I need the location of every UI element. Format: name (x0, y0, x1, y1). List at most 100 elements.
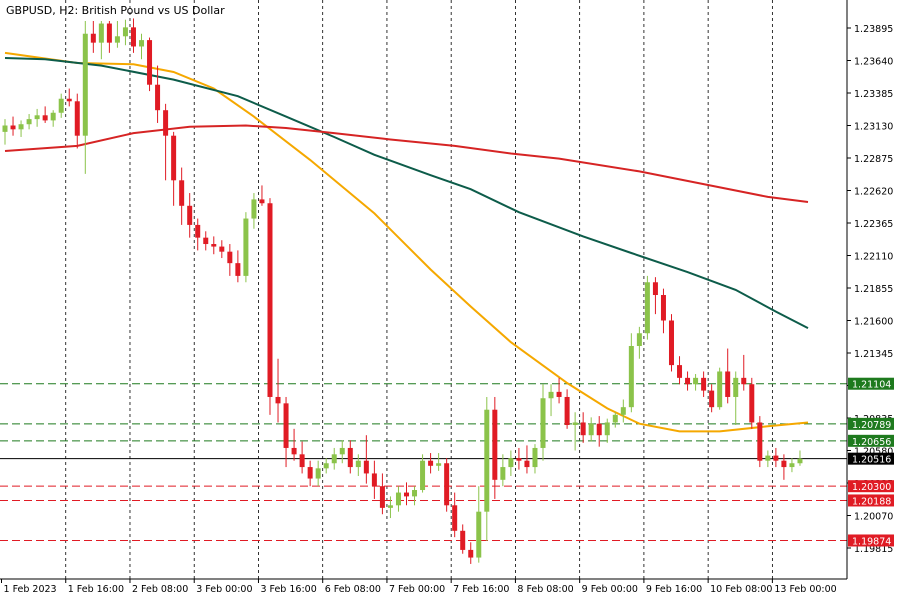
candle-bull (26, 119, 32, 125)
candle-bear (283, 403, 289, 448)
candle-bull (82, 33, 88, 136)
price-level-labels: 1.21104 1.20789 1.20656 1.20516 1.20300 1.201… (848, 377, 894, 547)
price-tick-label: 1.23895 (854, 24, 893, 35)
candle-bear (275, 396, 281, 404)
candle-bull (604, 422, 610, 436)
candle-bear (781, 460, 787, 468)
price-tick-label: 1.22875 (854, 154, 893, 165)
candle-bear (259, 199, 265, 204)
candle-bear (379, 486, 385, 508)
price-tick-label: 1.23385 (854, 89, 893, 100)
time-tick-label: 9 Feb 00:00 (582, 584, 638, 595)
candle-bear (130, 27, 136, 47)
candle-bear (725, 371, 731, 397)
candle-bear (468, 549, 474, 558)
price-level-label: 1.20516 (852, 455, 891, 466)
candle-bull (620, 407, 626, 415)
time-tick-label: 7 Feb 00:00 (389, 584, 445, 595)
candle-bear (227, 251, 233, 264)
candle-bear (163, 110, 169, 136)
candle-bear (211, 244, 217, 247)
candle-bull (436, 463, 442, 466)
price-tick-label: 1.20580 (854, 447, 893, 458)
price-tick-label: 1.22620 (854, 187, 893, 198)
candle-bear (773, 455, 779, 461)
candle-bear (580, 422, 586, 436)
price-level-badge (848, 534, 894, 547)
candle-bear (452, 505, 458, 531)
candle-bull (765, 455, 771, 461)
candle-bear (556, 391, 562, 397)
candle-bear (267, 203, 273, 397)
candle-bear (404, 492, 409, 497)
candle-bear (147, 40, 153, 85)
candle-bear (524, 460, 530, 468)
candle-bear (428, 460, 434, 466)
candle-bear (155, 84, 161, 111)
candle-bull (540, 398, 546, 448)
candle-bull (395, 492, 401, 506)
candle-bear (106, 23, 112, 43)
price-tick-label: 1.23130 (854, 122, 893, 133)
time-tick-label: 13 Feb 00:00 (774, 584, 836, 595)
candle-bull (476, 511, 482, 558)
candle-bull (733, 377, 739, 397)
price-level-badge (848, 434, 894, 447)
candle-bull (139, 40, 145, 47)
candle-bear (444, 463, 450, 506)
candle-bull (644, 282, 650, 334)
time-tick-label: 9 Feb 16:00 (646, 584, 702, 595)
candle-bull (58, 98, 64, 113)
candle-bear (668, 320, 674, 366)
candle-bull (387, 505, 393, 508)
candle-bear (203, 237, 209, 245)
time-tick-label: 1 Feb 2023 (4, 584, 57, 595)
chart-title: GBPUSD, H2: British Pound vs US Dollar (6, 4, 225, 17)
price-tick-label: 1.22110 (854, 252, 893, 263)
candle-bull (532, 447, 538, 468)
candle-bear (74, 101, 80, 136)
grid-lines (65, 0, 773, 579)
candle-bear (652, 282, 658, 296)
candle-bull (484, 409, 490, 512)
candle-bull (315, 468, 321, 479)
candle-bear (371, 473, 377, 487)
time-tick-label: 7 Feb 16:00 (453, 584, 509, 595)
candle-bull (612, 414, 618, 423)
price-level-badge (848, 494, 894, 507)
price-level-badge (848, 377, 894, 390)
candle-bull (508, 458, 514, 468)
candle-bear (516, 458, 522, 461)
candle-bull (548, 391, 554, 399)
time-tick-label: 6 Feb 08:00 (325, 584, 381, 595)
candle-bull (588, 423, 594, 436)
time-tick-label: 8 Feb 08:00 (517, 584, 573, 595)
candle-bull (717, 371, 723, 408)
time-tick-label: 1 Feb 16:00 (68, 584, 124, 595)
candle-bear (564, 396, 570, 426)
candle-bear (741, 377, 747, 385)
candle-bear (660, 295, 666, 321)
moving-average-ma_fast (4, 51, 809, 433)
time-tick-label: 3 Feb 16:00 (260, 584, 316, 595)
price-tick-label: 1.23640 (854, 57, 893, 68)
candle-bear (677, 365, 683, 378)
moving-average-ma_slow (4, 124, 809, 203)
candle-bear (685, 377, 691, 385)
candle-bear (42, 115, 48, 121)
candle-bull (34, 115, 40, 120)
candle-bear (299, 454, 305, 468)
price-level-badge (848, 452, 894, 465)
candle-bear (749, 384, 755, 423)
price-level-label: 1.20300 (852, 482, 891, 493)
time-tick-label: 10 Feb 08:00 (710, 584, 772, 595)
time-tick-label: 3 Feb 00:00 (196, 584, 252, 595)
price-tick-label: 1.21345 (854, 349, 893, 360)
price-level-badge (848, 417, 894, 430)
price-tick-label: 1.21600 (854, 317, 893, 328)
candle-bear (219, 246, 225, 252)
candle-bull (50, 112, 56, 121)
candle-bull (243, 218, 249, 276)
